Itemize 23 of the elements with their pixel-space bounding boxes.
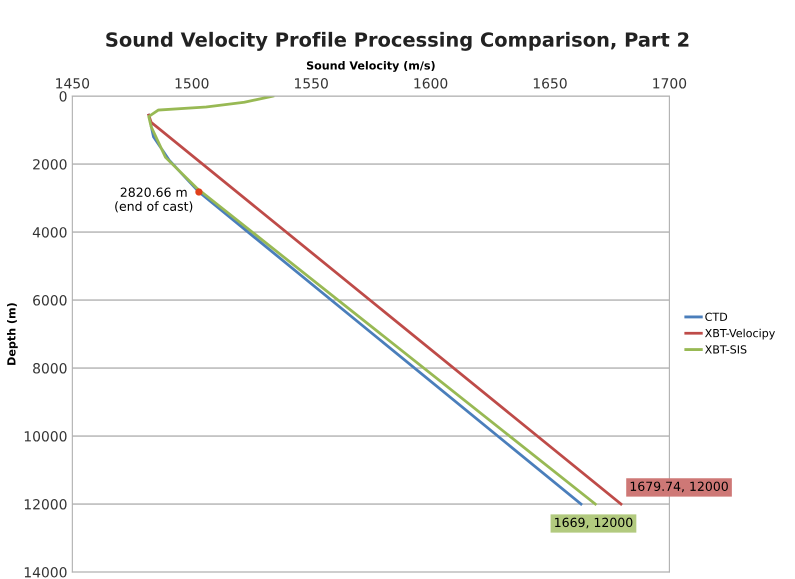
y-axis-title: Depth (m) (6, 303, 18, 365)
x-tick-label: 1500 (176, 78, 209, 89)
y-tick-label: 0 (60, 91, 67, 102)
y-tick-label: 2000 (33, 159, 67, 170)
legend-label: XBT-Velocipy (704, 328, 775, 340)
x-tick-label: 1650 (534, 78, 567, 89)
y-tick-label: 8000 (33, 363, 67, 374)
legend-label: XBT-SIS (704, 345, 746, 354)
chart-title: Sound Velocity Profile Processing Comparison, Part 2 (106, 32, 688, 51)
x-tick-label: 1600 (414, 78, 448, 89)
legend-label: CTD (705, 312, 728, 321)
data-label: 1679.74, 12000 (630, 482, 728, 492)
annotation: 2820.66 m (end of cast) (115, 188, 192, 212)
data-label: 1669, 12000 (555, 518, 632, 528)
y-tick-label: 14000 (24, 567, 67, 578)
y-tick-label: 12000 (24, 499, 67, 510)
y-tick-label: 4000 (32, 227, 67, 238)
y-tick-label: 6000 (33, 295, 67, 306)
x-tick-label: 1700 (653, 78, 686, 89)
x-tick-label: 1550 (295, 78, 328, 89)
x-axis-title: Sound Velocity (m/s) (306, 61, 435, 72)
y-tick-label: 10000 (24, 431, 67, 442)
x-tick-label: 1450 (56, 78, 90, 89)
